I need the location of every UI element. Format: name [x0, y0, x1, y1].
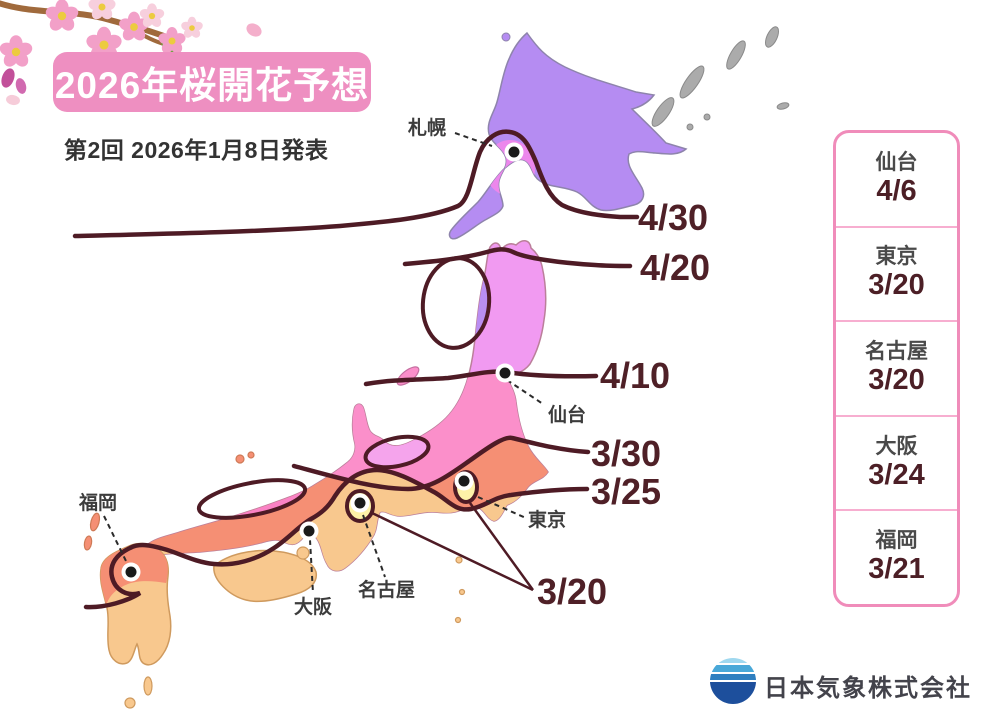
legend-forecast-date: 3/20: [868, 269, 925, 302]
forecast-contour-lines: [72, 129, 640, 610]
legend-city-name: 名古屋: [865, 339, 928, 363]
city-dot-sapporo: [504, 142, 524, 162]
contour-label-410: 4/10: [600, 355, 671, 396]
city-forecast-legend: 仙台 4/6 東京 3/20 名古屋 3/20 大阪 3/24 福岡 3/21: [833, 130, 960, 607]
city-leader-lines: [103, 132, 544, 594]
city-dot-tokyo: [454, 471, 474, 491]
page-title-badge: 2026年桜開花予想: [53, 52, 371, 112]
contour-line-430: [72, 129, 640, 239]
small-islands: [83, 366, 466, 709]
page-title: 2026年桜開花予想: [54, 65, 370, 106]
nagoya-320-ring: [345, 489, 375, 523]
legend-entry-tokyo: 東京 3/20: [836, 225, 957, 321]
legend-city-name: 大阪: [875, 434, 918, 458]
contour-label-325: 3/25: [591, 471, 662, 512]
contour-label-330: 3/30: [591, 433, 662, 474]
city-label-tokyo: 東京: [528, 510, 567, 531]
legend-entry-sendai: 仙台 4/6: [836, 133, 957, 226]
legend-forecast-date: 3/20: [868, 364, 925, 397]
legend-city-name: 福岡: [875, 529, 918, 553]
legend-forecast-date: 3/24: [868, 458, 925, 491]
legend-entry-osaka: 大阪 3/24: [836, 414, 957, 510]
leader-lines-320: [371, 502, 535, 592]
contour-line-330: [291, 435, 591, 492]
announcement-subtitle: 第2回 2026年1月8日発表: [64, 137, 329, 163]
legend-entry-nagoya: 名古屋 3/20: [836, 320, 957, 415]
contour-line-420: [402, 247, 633, 269]
contour-label-320: 3/20: [537, 571, 608, 612]
contour-line-325: [83, 467, 590, 610]
city-dot-osaka: [299, 521, 319, 541]
legend-city-name: 仙台: [875, 150, 918, 174]
contour-rings: [196, 256, 492, 523]
rishiri-island: [501, 32, 511, 42]
company-logo-icon: [710, 658, 756, 704]
legend-entry-fukuoka: 福岡 3/21: [836, 509, 957, 604]
city-label-nagoya: 名古屋: [358, 580, 416, 601]
city-dots: [121, 142, 524, 582]
contour-line-410: [363, 369, 599, 387]
city-label-fukuoka: 福岡: [79, 493, 118, 514]
legend-forecast-date: 4/6: [876, 174, 917, 207]
city-label-sapporo: 札幌: [408, 118, 447, 139]
kuril-islands: [651, 26, 790, 131]
company-logo: 日本気象株式会社: [764, 668, 972, 703]
legend-forecast-date: 3/21: [868, 553, 925, 586]
company-name: 日本気象株式会社: [764, 675, 972, 702]
contour-label-430: 4/30: [638, 197, 709, 238]
city-dot-sendai: [495, 363, 515, 383]
city-label-osaka: 大阪: [294, 597, 333, 618]
city-dot-nagoya: [350, 493, 370, 513]
city-dot-fukuoka: [121, 562, 141, 582]
legend-city-name: 東京: [875, 245, 918, 269]
city-label-sendai: 仙台: [548, 405, 587, 426]
contour-label-420: 4/20: [640, 247, 711, 288]
